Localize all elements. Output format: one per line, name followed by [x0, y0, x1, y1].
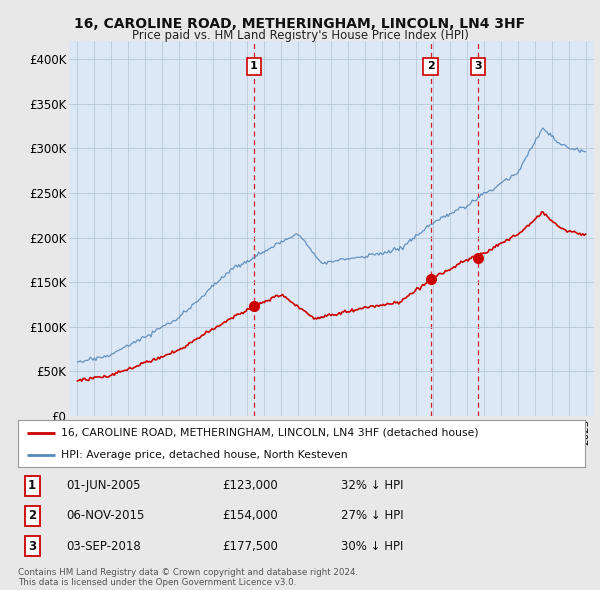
Text: 3: 3 [28, 540, 36, 553]
Text: £177,500: £177,500 [222, 540, 278, 553]
Text: 06-NOV-2015: 06-NOV-2015 [66, 509, 145, 523]
Text: Contains HM Land Registry data © Crown copyright and database right 2024.
This d: Contains HM Land Registry data © Crown c… [18, 568, 358, 587]
Text: 32% ↓ HPI: 32% ↓ HPI [341, 479, 404, 492]
Text: Price paid vs. HM Land Registry's House Price Index (HPI): Price paid vs. HM Land Registry's House … [131, 30, 469, 42]
Text: 1: 1 [28, 479, 36, 492]
Text: 2: 2 [427, 61, 434, 71]
Text: 01-JUN-2005: 01-JUN-2005 [66, 479, 140, 492]
Text: 16, CAROLINE ROAD, METHERINGHAM, LINCOLN, LN4 3HF (detached house): 16, CAROLINE ROAD, METHERINGHAM, LINCOLN… [61, 428, 478, 438]
Text: £154,000: £154,000 [222, 509, 278, 523]
Text: 2: 2 [28, 509, 36, 523]
Text: 27% ↓ HPI: 27% ↓ HPI [341, 509, 404, 523]
Text: 1: 1 [250, 61, 258, 71]
Text: £123,000: £123,000 [222, 479, 278, 492]
Text: HPI: Average price, detached house, North Kesteven: HPI: Average price, detached house, Nort… [61, 450, 347, 460]
Text: 16, CAROLINE ROAD, METHERINGHAM, LINCOLN, LN4 3HF: 16, CAROLINE ROAD, METHERINGHAM, LINCOLN… [74, 17, 526, 31]
Text: 30% ↓ HPI: 30% ↓ HPI [341, 540, 404, 553]
Text: 03-SEP-2018: 03-SEP-2018 [66, 540, 141, 553]
Text: 3: 3 [475, 61, 482, 71]
